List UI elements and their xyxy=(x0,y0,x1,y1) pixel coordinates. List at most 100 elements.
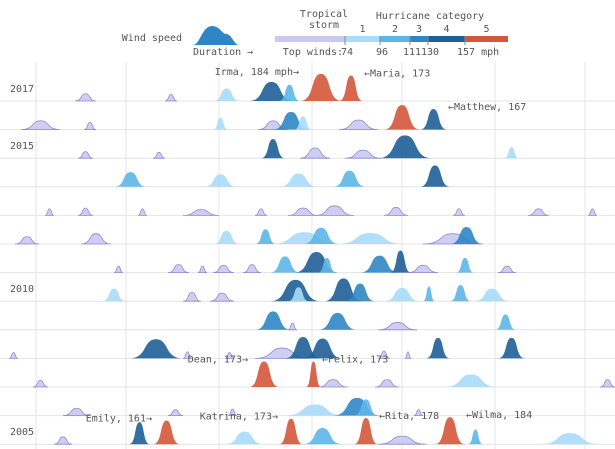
storm xyxy=(587,208,598,216)
storm xyxy=(14,236,40,245)
storm xyxy=(504,147,519,159)
legend-swatch xyxy=(380,36,410,42)
storm xyxy=(318,312,357,330)
legend-duration-label: Duration xyxy=(193,47,241,58)
year-label: 2015 xyxy=(10,141,34,152)
storm xyxy=(599,379,615,388)
storm xyxy=(444,374,498,387)
storm xyxy=(303,227,339,244)
storm xyxy=(77,151,94,159)
storm xyxy=(426,337,450,359)
legend-tick-label: 74 xyxy=(341,47,353,58)
storm xyxy=(318,257,336,273)
storm xyxy=(249,361,279,387)
storm xyxy=(423,286,435,302)
storm xyxy=(213,88,240,101)
storm xyxy=(339,75,363,101)
storm xyxy=(345,283,375,302)
legend-tick-label: 111 xyxy=(403,47,421,58)
storm xyxy=(452,208,466,216)
storm xyxy=(213,117,228,130)
storm-label: ←Felix, 173 xyxy=(322,355,388,366)
storm xyxy=(182,351,193,359)
storm xyxy=(344,149,382,159)
storm xyxy=(354,399,378,416)
storm xyxy=(287,322,298,331)
legend-category-label: 4 xyxy=(443,24,449,35)
storm-label: Emily, 161→ xyxy=(86,413,152,424)
storm xyxy=(303,427,342,445)
storm xyxy=(413,409,424,416)
storm xyxy=(378,135,432,159)
storm xyxy=(44,208,55,216)
storm xyxy=(182,209,220,216)
storm xyxy=(137,208,148,216)
legend-swatch xyxy=(345,36,380,42)
storm xyxy=(213,230,240,244)
storm xyxy=(204,174,237,187)
legend-tropical-label: Tropical storm xyxy=(299,9,349,31)
year-label: 2005 xyxy=(10,427,34,438)
storm xyxy=(182,291,202,302)
storm-label: ←Maria, 173 xyxy=(364,69,430,80)
storm xyxy=(540,433,600,445)
storm xyxy=(420,165,450,187)
storm xyxy=(435,417,465,445)
storm xyxy=(285,337,321,359)
legend-duration-arrow: → xyxy=(247,47,253,58)
storm xyxy=(374,379,400,388)
legend-category-label: 1 xyxy=(359,24,365,35)
storm xyxy=(83,121,97,130)
storm xyxy=(255,229,276,244)
storm xyxy=(279,418,303,445)
storm xyxy=(377,435,427,445)
legend-tick-label: 130 xyxy=(421,47,439,58)
storm xyxy=(164,93,178,102)
storm xyxy=(153,420,180,445)
storm xyxy=(407,264,439,273)
storm xyxy=(113,265,124,273)
legend-swatch xyxy=(275,36,345,42)
storm xyxy=(8,352,19,359)
storm xyxy=(294,251,339,273)
storm-label: Irma, 184 mph→ xyxy=(215,67,299,78)
storm xyxy=(474,288,510,302)
storm-label: Dean, 173→ xyxy=(188,355,248,366)
storm xyxy=(497,265,517,273)
storm xyxy=(80,233,112,245)
storm xyxy=(255,311,291,330)
storm xyxy=(420,108,447,130)
storm xyxy=(468,429,483,445)
storm xyxy=(225,431,264,445)
storm xyxy=(360,255,399,273)
storm xyxy=(224,352,235,359)
year-label: 2010 xyxy=(10,284,34,295)
storm xyxy=(390,250,411,273)
storm xyxy=(306,361,321,387)
legend-category-label: 2 xyxy=(392,24,398,35)
storm xyxy=(77,207,94,216)
storm xyxy=(285,404,345,416)
storm xyxy=(270,256,300,273)
storm xyxy=(62,407,91,416)
storm xyxy=(450,284,471,302)
storm xyxy=(384,104,420,130)
storm xyxy=(288,287,309,302)
storm xyxy=(209,292,235,302)
storm xyxy=(495,314,516,330)
storm xyxy=(498,337,525,359)
storm xyxy=(377,350,391,359)
storm xyxy=(377,322,418,331)
storm-label: Katrina, 173→ xyxy=(200,412,278,423)
storm-label: ←Matthew, 167 xyxy=(448,102,526,113)
storm xyxy=(114,172,147,187)
legend-tick-label: 96 xyxy=(376,47,388,58)
storm xyxy=(354,417,378,445)
storm-label: ←Wilma, 184 xyxy=(466,410,532,421)
legend-winds-title: Top winds: xyxy=(283,47,343,58)
storm xyxy=(338,119,379,130)
legend-swatch xyxy=(428,36,465,42)
storm xyxy=(450,227,483,244)
storm xyxy=(300,73,342,101)
